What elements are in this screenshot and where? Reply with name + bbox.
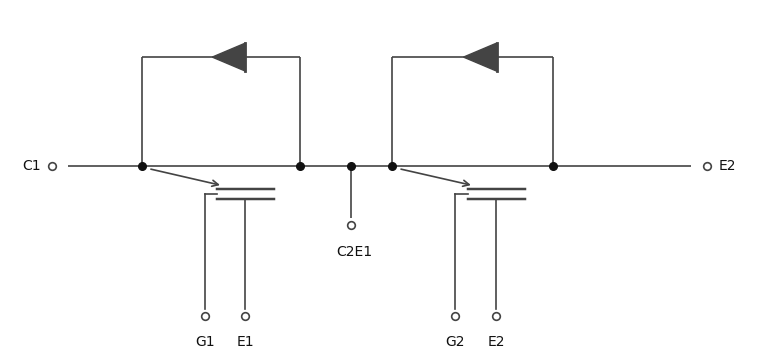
Text: C1: C1 <box>22 159 40 173</box>
Text: C2E1: C2E1 <box>336 245 373 258</box>
Text: G2: G2 <box>445 335 465 349</box>
Text: E1: E1 <box>237 335 254 349</box>
Text: E2: E2 <box>719 159 736 173</box>
Polygon shape <box>213 43 245 71</box>
Text: G1: G1 <box>195 335 215 349</box>
Text: E2: E2 <box>487 335 505 349</box>
Polygon shape <box>464 43 496 71</box>
